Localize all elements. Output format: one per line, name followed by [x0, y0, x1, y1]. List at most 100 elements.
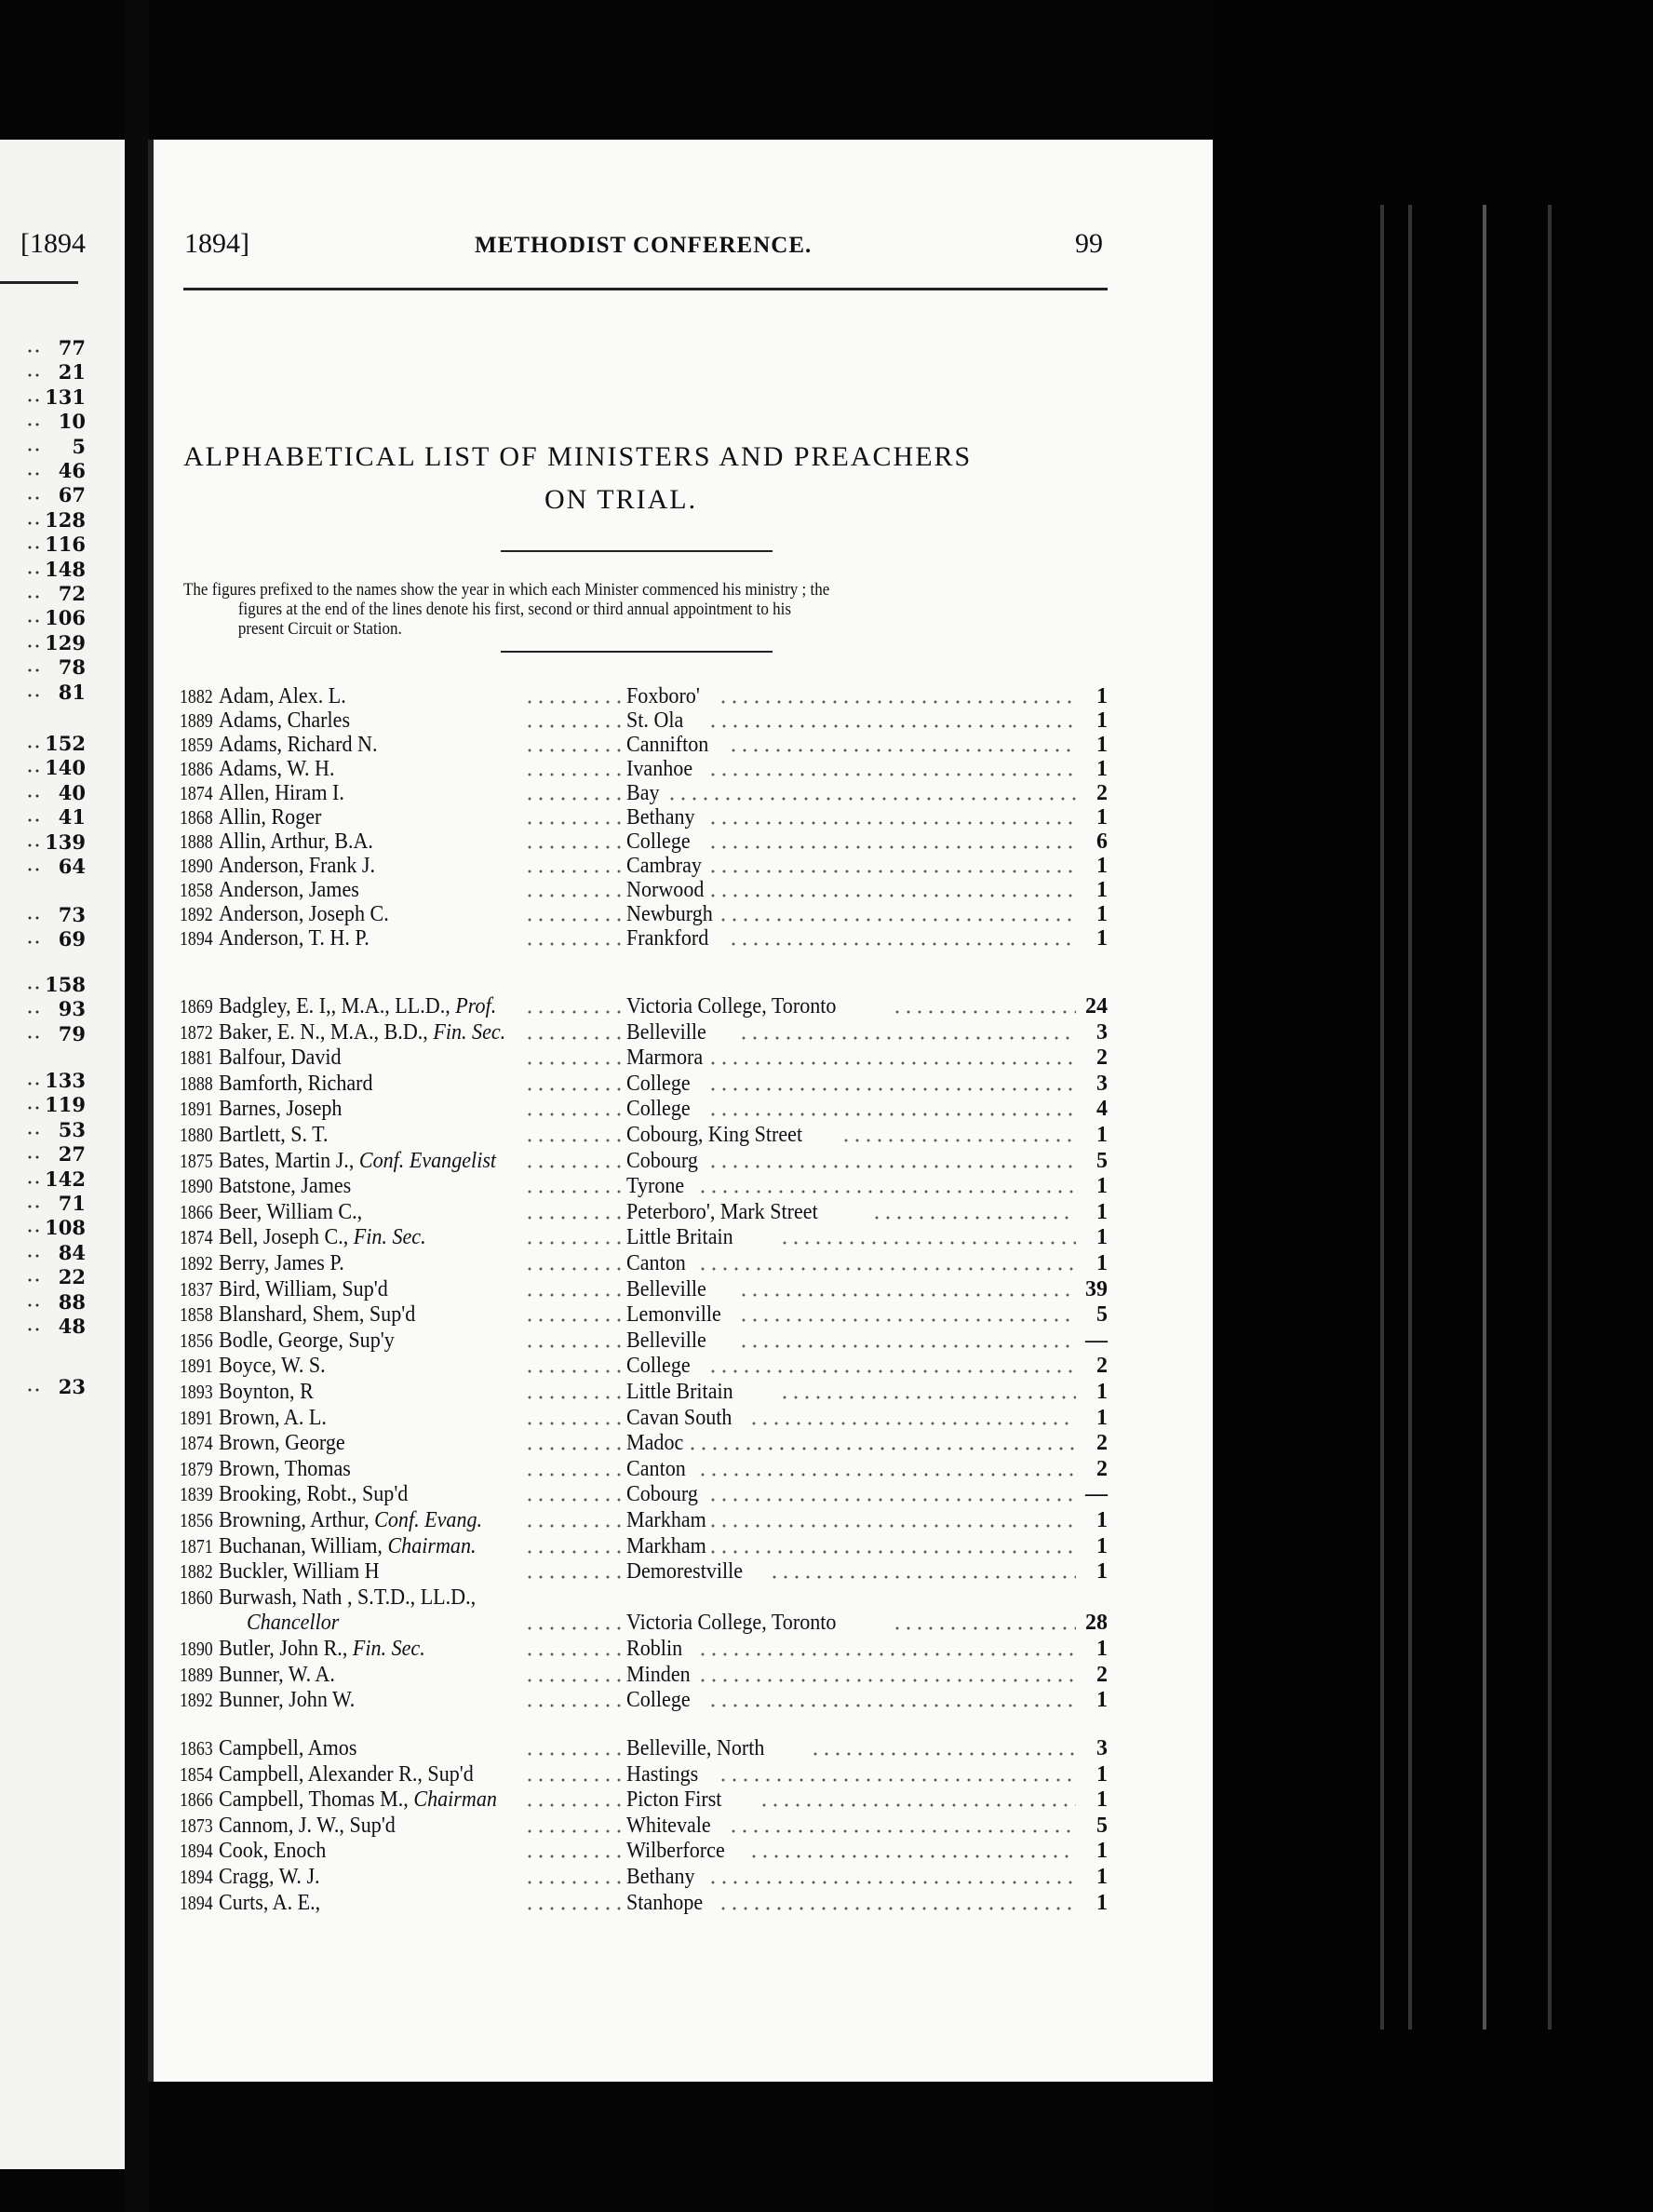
- leader-dots: [26, 693, 41, 697]
- entry-place: Cobourg: [626, 1482, 698, 1507]
- facing-page-number: 88: [58, 1289, 86, 1314]
- entry-place: Belleville, North: [626, 1736, 765, 1760]
- entry-year: 1875: [180, 1149, 213, 1172]
- entry-year: 1882: [180, 685, 213, 708]
- entry-name: Anderson, T. H. P.: [219, 926, 370, 951]
- list-entry: 1880 Bartlett, S. T. Cobourg, King Street 1: [180, 1123, 1108, 1147]
- entry-place: Cobourg, King Street: [626, 1123, 803, 1147]
- leader-dots: [524, 1139, 623, 1142]
- leader-dots: [524, 1803, 623, 1808]
- leader-dots: [524, 1421, 623, 1425]
- leader-dots: [26, 1010, 41, 1015]
- entry-role: Chairman: [413, 1787, 497, 1813]
- leader-dots: [524, 942, 623, 946]
- entry-name: Brown, A. L.: [219, 1406, 327, 1430]
- entry-appointment: 1: [1096, 1123, 1108, 1147]
- leader-dots: [26, 868, 41, 871]
- entry-place: Canton: [626, 1251, 686, 1275]
- entry-place: Canton: [626, 1456, 686, 1481]
- facing-page-number: 116: [45, 533, 86, 557]
- entry-name: Anderson, Frank J.: [219, 854, 375, 878]
- facing-page-number: 40: [58, 780, 86, 804]
- book-edge: [1213, 0, 1653, 2212]
- entry-name-text: Bartlett, S. T.: [219, 1123, 329, 1147]
- list-entry: 1859 Adams, Richard N. Cannifton 1: [180, 733, 1108, 757]
- leader-dots: [524, 894, 623, 897]
- list-entry: 1889 Adams, Charles St. Ola 1: [180, 708, 1108, 733]
- entry-name-text: Campbell, Thomas M.,: [219, 1787, 409, 1813]
- entry-name: Blanshard, Shem, Sup'd: [219, 1302, 415, 1327]
- entry-name-text: Bird, William, Sup'd: [219, 1276, 388, 1302]
- entry-place: Newburgh: [626, 902, 713, 926]
- facing-page-number: 142: [45, 1167, 86, 1191]
- entry-name-text: Cook, Enoch: [219, 1839, 327, 1864]
- leader-dots: [718, 700, 1076, 704]
- leader-dots: [26, 843, 41, 847]
- list-entry: 1868 Allin, Roger Bethany 1: [180, 805, 1108, 830]
- leader-dots: [707, 1369, 1076, 1374]
- facing-page-number: 106: [45, 606, 86, 630]
- entry-name: Brown, Thomas: [219, 1457, 351, 1481]
- facing-page-number: 5: [72, 434, 86, 458]
- entry-name-text: Adams, W. H.: [219, 757, 335, 781]
- leader-dots: [524, 870, 623, 873]
- entry-place: Belleville: [626, 1019, 706, 1045]
- list-entry: 1882 Buckler, William H Demorestville 1: [180, 1559, 1108, 1584]
- facing-page-number: 41: [58, 805, 86, 830]
- entry-appointment: 2: [1096, 1431, 1108, 1456]
- entry-name: Bartlett, S. T.: [219, 1123, 329, 1147]
- leader-dots: [707, 821, 1076, 825]
- leader-dots: [524, 1881, 623, 1884]
- list-entry: 1891 Brown, A. L. Cavan South 1: [180, 1406, 1108, 1430]
- entry-appointment: 1: [1096, 1405, 1108, 1430]
- leader-dots: [524, 1828, 623, 1833]
- entry-name: Burwash, Nath , S.T.D., LL.D.,: [219, 1585, 476, 1610]
- entry-year: 1880: [180, 1124, 213, 1146]
- leader-dots: [524, 1447, 623, 1451]
- list-entry: 1891 Barnes, Joseph College 4: [180, 1097, 1108, 1121]
- list-entry: 1888 Allin, Arthur, B.A. College 6: [180, 830, 1108, 854]
- entry-name-text: Badgley, E. I,, M.A., LL.D.,: [219, 994, 450, 1018]
- entry-appointment: 1: [1096, 1251, 1108, 1275]
- leader-dots: [697, 1472, 1076, 1477]
- entry-name-text: Brown, George: [219, 1431, 345, 1456]
- entry-place: Tyrone: [626, 1174, 685, 1199]
- leader-dots: [524, 1292, 623, 1297]
- entry-appointment: 5: [1096, 1302, 1108, 1328]
- list-entry: 1879 Brown, Thomas Canton 2: [180, 1457, 1108, 1481]
- header-title: METHODIST CONFERENCE.: [475, 233, 813, 258]
- entry-role: Fin. Sec.: [433, 1019, 506, 1045]
- entry-name-text: Allen, Hiram I.: [219, 781, 344, 805]
- entry-name: Bunner, John W.: [219, 1688, 355, 1712]
- entry-name: Campbell, Thomas M., Chairman: [219, 1787, 497, 1812]
- entry-name: Campbell, Alexander R., Sup'd: [219, 1762, 474, 1787]
- leader-dots: [26, 1155, 41, 1160]
- entry-appointment: 3: [1096, 1736, 1108, 1760]
- entry-name-text: Buckler, William H: [219, 1559, 380, 1585]
- entry-name-text: Butler, John R.,: [219, 1637, 348, 1661]
- entry-place: Little Britain: [626, 1380, 733, 1404]
- leader-dots: [26, 745, 41, 749]
- note-rule: [501, 651, 773, 653]
- list-entry: 1875 Bates, Martin J., Conf. Evangelist Co…: [180, 1149, 1108, 1173]
- entry-name: Balfour, David: [219, 1045, 342, 1070]
- leader-dots: [524, 1678, 623, 1682]
- entry-name: Boynton, R: [219, 1380, 314, 1404]
- entry-year: 1890: [180, 855, 213, 877]
- entry-place: Lemonville: [626, 1302, 721, 1328]
- leader-dots: [524, 1777, 623, 1782]
- entry-name: Adam, Alex. L.: [219, 684, 346, 708]
- entry-name: Brooking, Robt., Sup'd: [219, 1482, 408, 1506]
- list-entry: 1892 Berry, James P. Canton 1: [180, 1251, 1108, 1275]
- facing-page-number: 140: [45, 756, 86, 780]
- page-number: 99: [1075, 228, 1103, 259]
- leader-dots: [524, 1318, 623, 1323]
- entry-place: Foxboro': [626, 684, 700, 708]
- entry-year: 1856: [180, 1329, 213, 1352]
- entry-name-text: Bamforth, Richard: [219, 1071, 373, 1096]
- entry-year: 1868: [180, 806, 213, 829]
- list-entry: 1874 Brown, George Madoc 2: [180, 1431, 1108, 1455]
- leader-dots: [738, 1035, 1076, 1040]
- entry-year: 1892: [180, 903, 213, 925]
- entry-year: 1882: [180, 1560, 213, 1584]
